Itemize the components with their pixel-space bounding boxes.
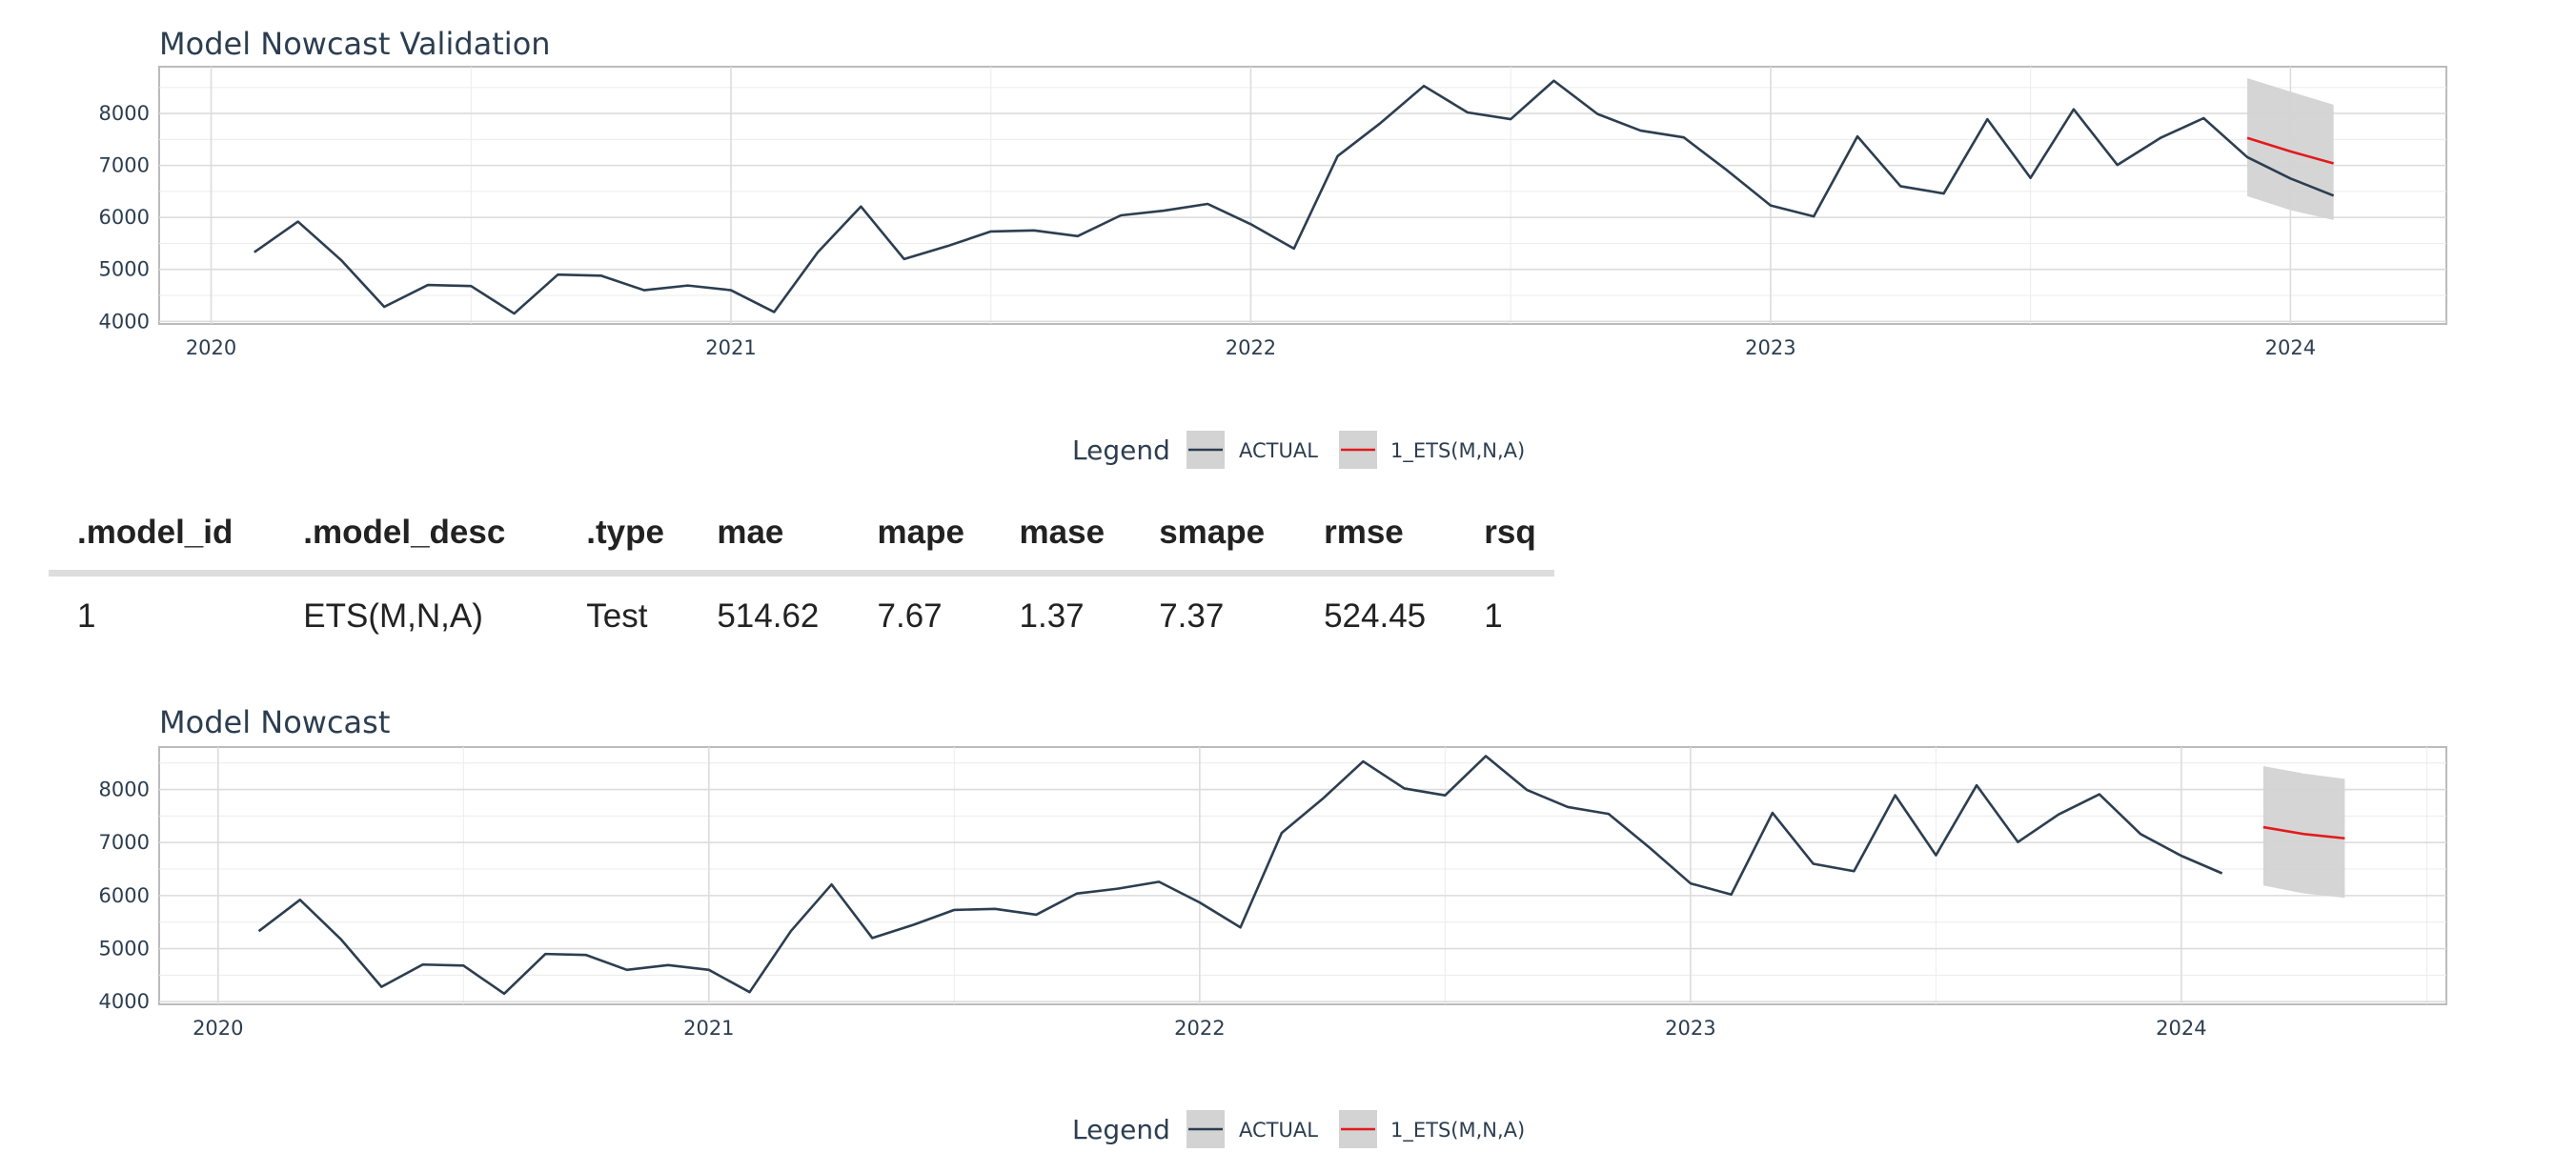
grid-major [159,67,2446,324]
accuracy-table: .model_id .model_desc .type mae mape mas… [49,495,1554,657]
plot-panel [158,746,2447,1005]
y-tick-label: 4000 [99,990,150,1013]
grid-minor [159,67,2446,324]
col-header-model-id: .model_id [49,495,275,576]
actual-line [257,755,2223,996]
chart-title: Model Nowcast Validation [159,26,551,62]
grid-major [159,747,2446,1004]
cell-model-desc: ETS(M,N,A) [303,597,483,635]
cell-type: Test [586,597,648,635]
nowcast-chart-panel: Model Nowcast 4000 5000 6000 7000 8000 2020 2… [0,678,2576,1169]
y-tick-label: 5000 [99,258,150,281]
y-tick-label: 8000 [99,102,150,125]
cell-model-id: 1 [77,597,96,635]
legend: Legend ACTUAL 1_ETS(M,N,A) [1072,1110,1525,1148]
y-tick-label: 5000 [99,938,150,961]
legend-title: Legend [1072,1114,1170,1145]
y-tick-label: 7000 [99,154,150,177]
table-row: 1 ETS(M,N,A) Test 514.62 7.67 1.37 7.37 … [49,574,1554,657]
y-tick-label: 6000 [99,884,150,907]
x-axis-ticks: 2020 2021 2022 2023 2024 [186,336,2316,359]
x-axis-ticks: 2020 2021 2022 2023 2024 [193,1017,2207,1040]
cell-mae: 514.62 [717,597,820,635]
confidence-band-layer [2247,78,2334,220]
y-axis-ticks: 4000 5000 6000 7000 8000 [99,102,150,333]
confidence-band [2262,766,2345,899]
legend-title: Legend [1072,435,1170,466]
col-header-type: .type [558,495,689,576]
legend: Legend ACTUAL 1_ETS(M,N,A) [1072,431,1525,469]
validation-chart: Model Nowcast Validation 4000 5000 6000 700… [99,26,2447,469]
col-header-rmse: rmse [1295,495,1456,576]
col-header-smape: smape [1130,495,1296,576]
y-tick-label: 8000 [99,779,150,801]
legend-label-forecast: 1_ETS(M,N,A) [1390,439,1525,463]
col-header-rsq: rsq [1455,495,1554,576]
cell-smape: 7.37 [1159,597,1225,635]
chart-title: Model Nowcast [159,704,390,740]
x-tick-label: 2023 [1665,1017,1715,1040]
cell-rmse: 524.45 [1324,597,1427,635]
series-line-layer [257,755,2345,996]
legend-label-actual: ACTUAL [1239,1119,1318,1142]
x-tick-label: 2022 [1226,336,1276,359]
col-header-model-desc: .model_desc [274,495,558,576]
x-tick-label: 2020 [193,1017,243,1040]
col-header-mae: mae [688,495,849,576]
x-tick-label: 2020 [186,336,236,359]
col-header-mase: mase [990,495,1131,576]
x-tick-label: 2021 [683,1017,734,1040]
y-axis-ticks: 4000 5000 6000 7000 8000 [99,779,150,1014]
cell-mape: 7.67 [877,597,943,635]
col-header-mape: mape [848,495,991,576]
actual-line [254,79,2335,315]
x-tick-label: 2022 [1174,1017,1225,1040]
confidence-band-layer [2262,766,2345,899]
x-tick-label: 2024 [2265,336,2316,359]
legend-label-forecast: 1_ETS(M,N,A) [1390,1119,1525,1143]
x-tick-label: 2024 [2156,1017,2206,1040]
cell-rsq: 1 [1484,597,1503,635]
legend-label-actual: ACTUAL [1239,439,1318,462]
x-tick-label: 2021 [705,336,756,359]
series-line-layer [254,79,2335,315]
y-tick-label: 4000 [99,310,150,333]
validation-chart-panel: Model Nowcast Validation 4000 5000 6000 700… [0,0,2576,486]
plot-panel [158,66,2447,325]
y-tick-label: 7000 [99,831,150,854]
y-tick-label: 6000 [99,206,150,229]
forecast-line [2246,136,2334,165]
x-tick-label: 2023 [1745,336,1795,359]
forecast-line [2262,825,2345,840]
confidence-band [2247,78,2334,220]
table-header-row: .model_id .model_desc .type mae mape mas… [49,495,1554,576]
cell-mase: 1.37 [1019,597,1085,635]
